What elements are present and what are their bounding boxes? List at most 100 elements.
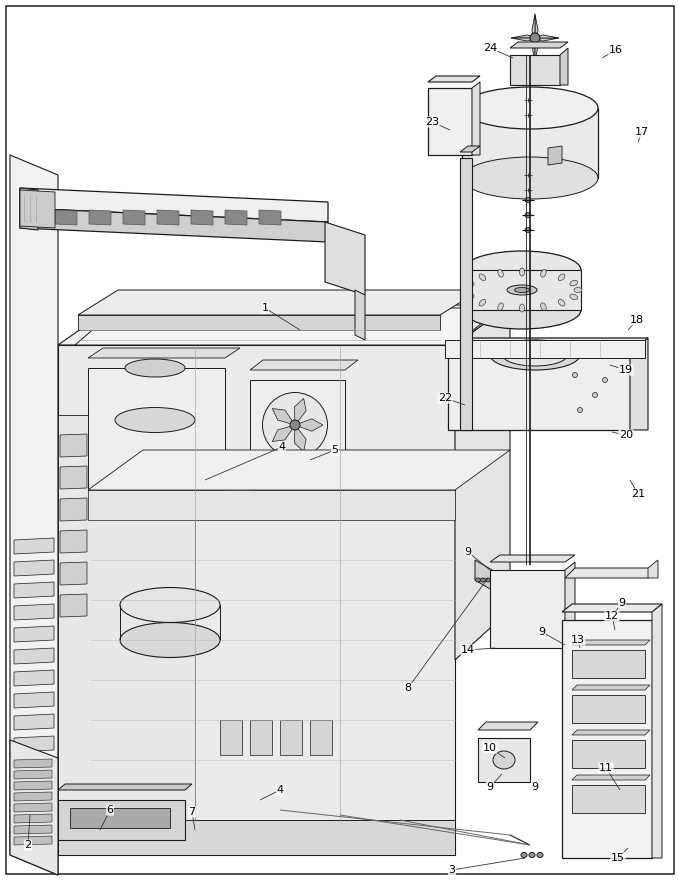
Polygon shape: [652, 604, 662, 858]
Polygon shape: [60, 562, 87, 585]
Polygon shape: [535, 38, 559, 41]
Ellipse shape: [498, 303, 503, 311]
Polygon shape: [572, 685, 650, 690]
Polygon shape: [14, 736, 54, 752]
Ellipse shape: [462, 157, 598, 199]
Ellipse shape: [541, 303, 546, 311]
Polygon shape: [70, 808, 170, 828]
Ellipse shape: [262, 392, 328, 458]
Polygon shape: [325, 222, 365, 295]
Ellipse shape: [526, 113, 530, 118]
Ellipse shape: [290, 420, 300, 430]
Ellipse shape: [592, 392, 598, 398]
Polygon shape: [14, 714, 54, 730]
Polygon shape: [548, 146, 562, 165]
Text: 22: 22: [438, 393, 452, 403]
Polygon shape: [191, 210, 213, 225]
Ellipse shape: [463, 251, 581, 289]
Text: 4: 4: [278, 442, 286, 452]
Polygon shape: [14, 836, 52, 845]
Ellipse shape: [570, 281, 577, 286]
Ellipse shape: [462, 288, 470, 292]
Polygon shape: [460, 158, 472, 430]
Polygon shape: [463, 270, 581, 310]
Polygon shape: [55, 210, 77, 225]
Ellipse shape: [463, 291, 581, 329]
Polygon shape: [10, 155, 58, 875]
Polygon shape: [14, 582, 54, 598]
Ellipse shape: [520, 304, 524, 312]
Polygon shape: [157, 210, 179, 225]
Text: 6: 6: [107, 805, 114, 815]
Polygon shape: [273, 425, 295, 442]
Polygon shape: [259, 210, 281, 225]
Polygon shape: [14, 670, 54, 686]
Ellipse shape: [498, 269, 503, 277]
Polygon shape: [88, 368, 225, 490]
Ellipse shape: [521, 853, 527, 857]
Ellipse shape: [530, 33, 540, 43]
Polygon shape: [565, 562, 575, 648]
Polygon shape: [88, 450, 510, 490]
Text: 17: 17: [635, 127, 649, 137]
Polygon shape: [511, 35, 535, 38]
Ellipse shape: [529, 853, 535, 857]
Ellipse shape: [541, 269, 546, 277]
Polygon shape: [428, 76, 480, 82]
Ellipse shape: [479, 274, 486, 281]
Text: 9: 9: [532, 782, 539, 792]
Polygon shape: [472, 82, 480, 155]
Polygon shape: [510, 55, 560, 85]
Text: 13: 13: [571, 635, 585, 645]
Polygon shape: [565, 568, 658, 578]
Polygon shape: [14, 792, 52, 801]
Polygon shape: [462, 108, 598, 178]
Polygon shape: [648, 560, 658, 578]
Text: 19: 19: [619, 365, 633, 375]
Ellipse shape: [493, 751, 515, 769]
Text: 10: 10: [483, 743, 497, 753]
Polygon shape: [58, 820, 455, 855]
Ellipse shape: [574, 288, 582, 292]
Polygon shape: [10, 740, 58, 875]
Ellipse shape: [525, 197, 531, 202]
Polygon shape: [88, 348, 240, 358]
Ellipse shape: [462, 87, 598, 129]
Polygon shape: [532, 38, 535, 62]
Ellipse shape: [525, 228, 531, 232]
Text: 7: 7: [188, 807, 196, 817]
Polygon shape: [14, 781, 52, 790]
Text: 12: 12: [605, 611, 619, 621]
Polygon shape: [535, 35, 559, 38]
Polygon shape: [20, 188, 328, 222]
Polygon shape: [20, 188, 38, 230]
Polygon shape: [58, 800, 185, 840]
Polygon shape: [478, 722, 538, 730]
Text: 14: 14: [461, 645, 475, 655]
Polygon shape: [88, 490, 455, 520]
Polygon shape: [562, 604, 662, 612]
Ellipse shape: [486, 578, 490, 582]
Polygon shape: [60, 530, 87, 553]
Ellipse shape: [503, 344, 568, 366]
Polygon shape: [14, 814, 52, 823]
Polygon shape: [78, 315, 440, 330]
Polygon shape: [572, 785, 645, 813]
Ellipse shape: [573, 372, 577, 378]
Polygon shape: [60, 434, 87, 457]
Polygon shape: [475, 560, 492, 590]
Text: 20: 20: [619, 430, 633, 440]
Text: 15: 15: [611, 853, 625, 863]
Polygon shape: [14, 648, 54, 664]
Polygon shape: [14, 604, 54, 620]
Text: 18: 18: [630, 315, 644, 325]
Ellipse shape: [120, 622, 220, 657]
Polygon shape: [20, 190, 55, 228]
Ellipse shape: [525, 212, 531, 217]
Polygon shape: [490, 570, 565, 648]
Text: 5: 5: [331, 445, 339, 455]
Ellipse shape: [526, 187, 530, 193]
Polygon shape: [572, 740, 645, 768]
Polygon shape: [14, 803, 52, 812]
Ellipse shape: [577, 407, 583, 413]
